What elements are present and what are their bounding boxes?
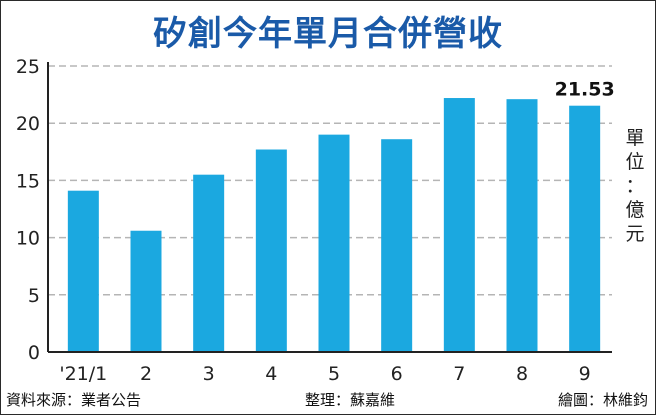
x-tick-label: 4 — [265, 363, 277, 385]
bar — [255, 149, 287, 352]
x-tick-label: 8 — [516, 363, 528, 385]
source-credit: 資料來源：業者公告 — [6, 391, 142, 409]
y-tick-label: 20 — [16, 113, 40, 135]
bar — [130, 230, 162, 352]
y-tick-label: 15 — [16, 170, 40, 192]
chart-title: 矽創今年單月合併營收 — [153, 14, 503, 54]
x-tick-label: 9 — [579, 363, 591, 385]
bar — [318, 134, 350, 352]
y-tick-label: 0 — [28, 342, 40, 364]
bar — [67, 190, 99, 352]
unit-label: 單位：億元 — [625, 127, 645, 245]
bar — [569, 105, 601, 352]
x-tick-label: 5 — [328, 363, 340, 385]
bar — [506, 99, 538, 353]
x-tick-label: '21/1 — [59, 363, 107, 385]
bar — [443, 98, 475, 352]
x-tick-label: 7 — [453, 363, 465, 385]
bar — [381, 139, 413, 352]
x-tick-label: 3 — [203, 363, 215, 385]
y-tick-label: 5 — [28, 285, 40, 307]
x-tick-label: 6 — [391, 363, 403, 385]
bar — [193, 174, 225, 352]
data-label: 21.53 — [555, 79, 615, 101]
y-tick-label: 10 — [16, 228, 40, 250]
editor-credit: 整理：蘇嘉維 — [305, 391, 396, 409]
y-tick-label: 25 — [16, 56, 40, 78]
artist-credit: 繪圖：林維鈞 — [557, 391, 648, 409]
x-tick-label: 2 — [140, 363, 152, 385]
